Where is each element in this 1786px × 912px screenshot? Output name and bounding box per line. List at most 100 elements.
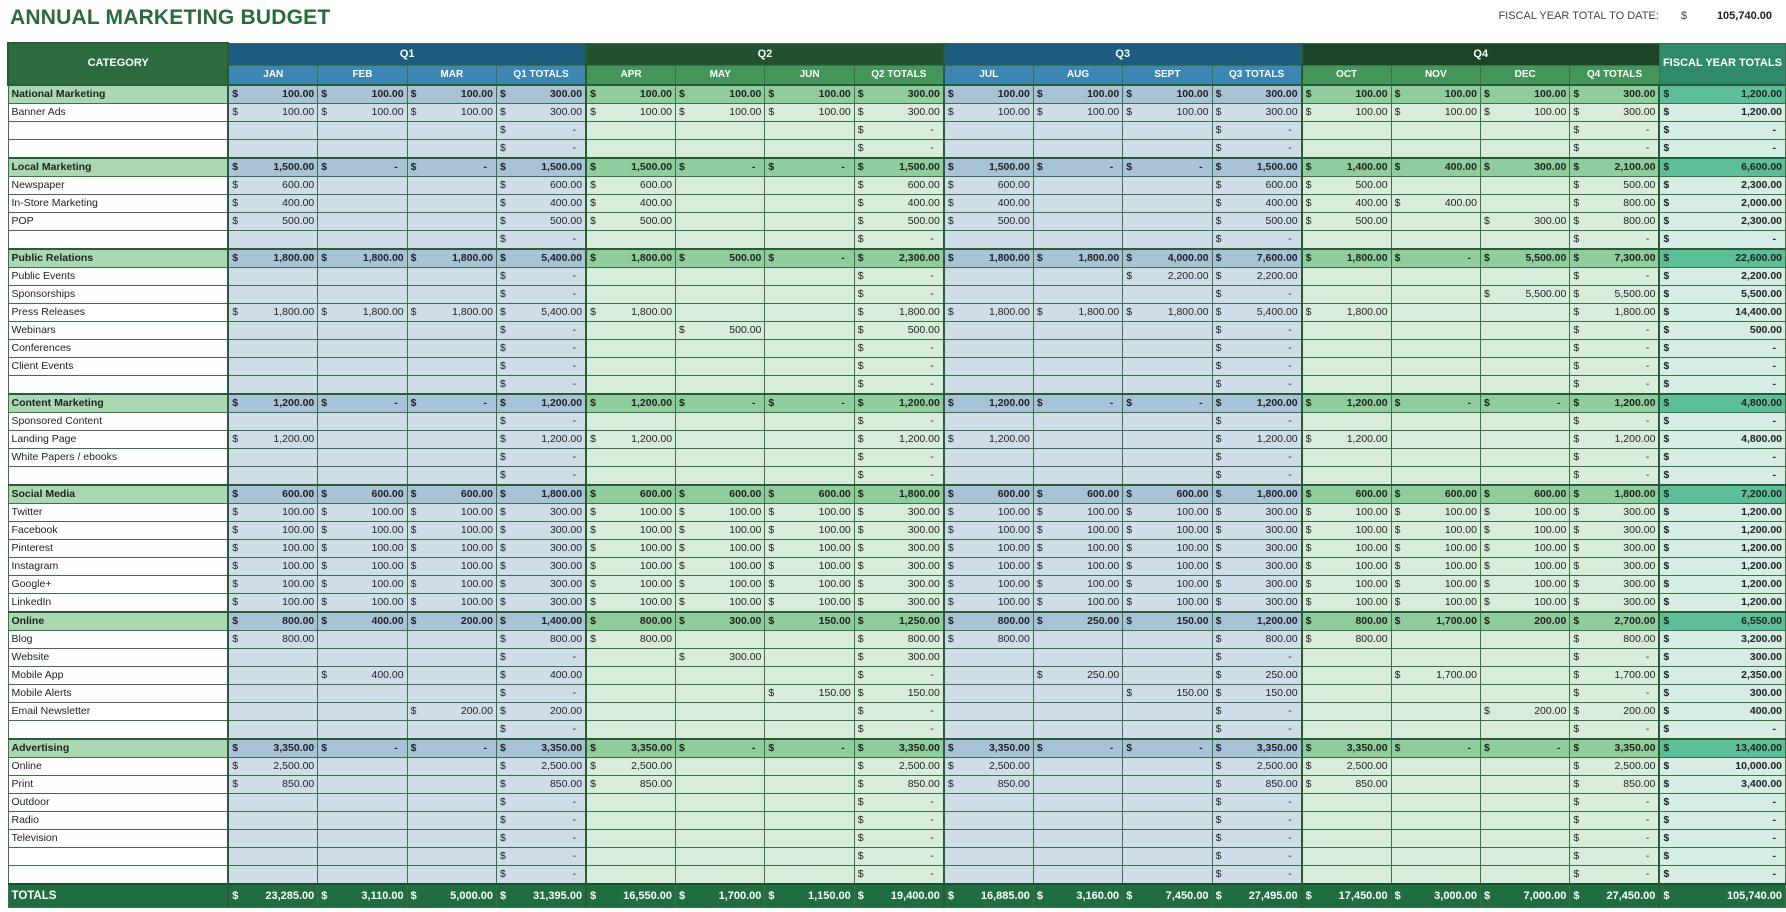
amount-cell[interactable]: $ - xyxy=(853,411,945,431)
amount-cell[interactable]: $300.00 xyxy=(1569,574,1660,594)
amount-cell[interactable]: $ - xyxy=(496,320,587,340)
amount-cell[interactable]: $ - xyxy=(853,828,945,848)
amount-cell[interactable]: $100.00 xyxy=(675,520,766,540)
fiscal-year-total-cell[interactable]: $1,200.00 xyxy=(1658,502,1786,522)
amount-cell[interactable]: $100.00 xyxy=(1479,502,1571,522)
amount-cell[interactable]: $600.00 xyxy=(1300,483,1392,504)
amount-cell[interactable]: $400.00 xyxy=(1390,193,1481,213)
amount-cell[interactable] xyxy=(1479,774,1571,794)
amount-cell[interactable] xyxy=(675,828,766,848)
amount-cell[interactable] xyxy=(406,175,498,195)
amount-cell[interactable] xyxy=(585,864,677,884)
amount-cell[interactable]: $600.00 xyxy=(853,175,945,195)
amount-cell[interactable]: $100.00 xyxy=(1479,538,1571,558)
category-label[interactable]: Instagram xyxy=(7,556,229,576)
amount-cell[interactable]: $100.00 xyxy=(1032,574,1124,594)
category-label[interactable]: Advertising xyxy=(7,737,229,758)
amount-cell[interactable] xyxy=(585,683,677,703)
amount-cell[interactable]: $ - xyxy=(1211,374,1303,394)
amount-cell[interactable] xyxy=(1300,828,1392,848)
amount-cell[interactable] xyxy=(764,193,855,213)
fiscal-year-total-cell[interactable]: $ - xyxy=(1658,374,1786,394)
amount-cell[interactable] xyxy=(406,846,498,866)
amount-cell[interactable]: $600.00 xyxy=(317,483,408,504)
amount-cell[interactable]: $2,500.00 xyxy=(942,756,1034,776)
amount-cell[interactable] xyxy=(227,338,319,358)
amount-cell[interactable]: $100.00 xyxy=(1479,83,1571,104)
amount-cell[interactable]: $100.00 xyxy=(1122,83,1213,104)
amount-cell[interactable]: $100.00 xyxy=(406,502,498,522)
amount-cell[interactable]: $600.00 xyxy=(675,483,766,504)
amount-cell[interactable] xyxy=(1479,302,1571,322)
category-label[interactable]: Social Media xyxy=(7,483,229,504)
amount-cell[interactable]: $3,350.00 xyxy=(1300,737,1392,758)
amount-cell[interactable]: $100.00 xyxy=(764,83,855,104)
amount-cell[interactable] xyxy=(1032,120,1124,140)
amount-cell[interactable] xyxy=(406,719,498,739)
category-label[interactable] xyxy=(7,374,229,394)
amount-cell[interactable]: $ - xyxy=(1569,229,1660,249)
amount-cell[interactable] xyxy=(317,719,408,739)
category-label[interactable]: Twitter xyxy=(7,502,229,522)
amount-cell[interactable]: $100.00 xyxy=(675,502,766,522)
amount-cell[interactable]: $500.00 xyxy=(227,211,319,231)
amount-cell[interactable] xyxy=(1032,356,1124,376)
amount-cell[interactable]: $400.00 xyxy=(853,193,945,213)
amount-cell[interactable]: $3,350.00 xyxy=(585,737,677,758)
amount-cell[interactable]: $1,500.00 xyxy=(942,156,1034,177)
amount-cell[interactable] xyxy=(585,665,677,685)
amount-cell[interactable] xyxy=(764,447,855,467)
amount-cell[interactable]: $100.00 xyxy=(764,102,855,122)
amount-cell[interactable]: $800.00 xyxy=(942,610,1034,631)
amount-cell[interactable]: $850.00 xyxy=(942,774,1034,794)
fiscal-year-total-cell[interactable]: $3,400.00 xyxy=(1658,774,1786,794)
amount-cell[interactable] xyxy=(317,828,408,848)
amount-cell[interactable] xyxy=(227,411,319,431)
amount-cell[interactable]: $100.00 xyxy=(675,538,766,558)
amount-cell[interactable]: $ - xyxy=(496,120,587,140)
amount-cell[interactable] xyxy=(942,701,1034,721)
amount-cell[interactable] xyxy=(406,266,498,286)
amount-cell[interactable]: $2,500.00 xyxy=(1211,756,1303,776)
amount-cell[interactable]: $1,200.00 xyxy=(496,429,587,449)
amount-cell[interactable]: $31,395.00 xyxy=(496,882,587,908)
amount-cell[interactable] xyxy=(1479,846,1571,866)
amount-cell[interactable] xyxy=(406,138,498,158)
category-label[interactable] xyxy=(7,465,229,485)
amount-cell[interactable]: $ - xyxy=(1211,701,1303,721)
amount-cell[interactable]: $850.00 xyxy=(585,774,677,794)
amount-cell[interactable] xyxy=(406,465,498,485)
amount-cell[interactable] xyxy=(675,356,766,376)
amount-cell[interactable]: $ - xyxy=(1569,465,1660,485)
category-label[interactable]: Radio xyxy=(7,810,229,830)
amount-cell[interactable]: $3,000.00 xyxy=(1390,882,1481,908)
amount-cell[interactable] xyxy=(227,647,319,667)
amount-cell[interactable]: $ - xyxy=(1569,266,1660,286)
amount-cell[interactable] xyxy=(675,701,766,721)
amount-cell[interactable] xyxy=(942,719,1034,739)
amount-cell[interactable]: $100.00 xyxy=(942,574,1034,594)
amount-cell[interactable] xyxy=(675,120,766,140)
amount-cell[interactable]: $ - xyxy=(496,374,587,394)
amount-cell[interactable]: $100.00 xyxy=(675,592,766,612)
amount-cell[interactable]: $300.00 xyxy=(496,83,587,104)
amount-cell[interactable] xyxy=(1300,701,1392,721)
amount-cell[interactable]: $1,800.00 xyxy=(585,247,677,268)
amount-cell[interactable] xyxy=(675,864,766,884)
amount-cell[interactable]: $ - xyxy=(675,156,766,177)
amount-cell[interactable] xyxy=(1479,683,1571,703)
amount-cell[interactable]: $100.00 xyxy=(764,556,855,576)
amount-cell[interactable]: $300.00 xyxy=(1211,592,1303,612)
amount-cell[interactable]: $400.00 xyxy=(317,610,408,631)
amount-cell[interactable] xyxy=(1479,320,1571,340)
amount-cell[interactable]: $300.00 xyxy=(1569,556,1660,576)
amount-cell[interactable] xyxy=(1390,356,1481,376)
amount-cell[interactable] xyxy=(406,810,498,830)
amount-cell[interactable]: $1,800.00 xyxy=(317,247,408,268)
amount-cell[interactable] xyxy=(1390,756,1481,776)
amount-cell[interactable] xyxy=(1122,465,1213,485)
category-label[interactable]: Online xyxy=(7,756,229,776)
amount-cell[interactable] xyxy=(227,665,319,685)
amount-cell[interactable] xyxy=(1032,846,1124,866)
amount-cell[interactable] xyxy=(675,374,766,394)
